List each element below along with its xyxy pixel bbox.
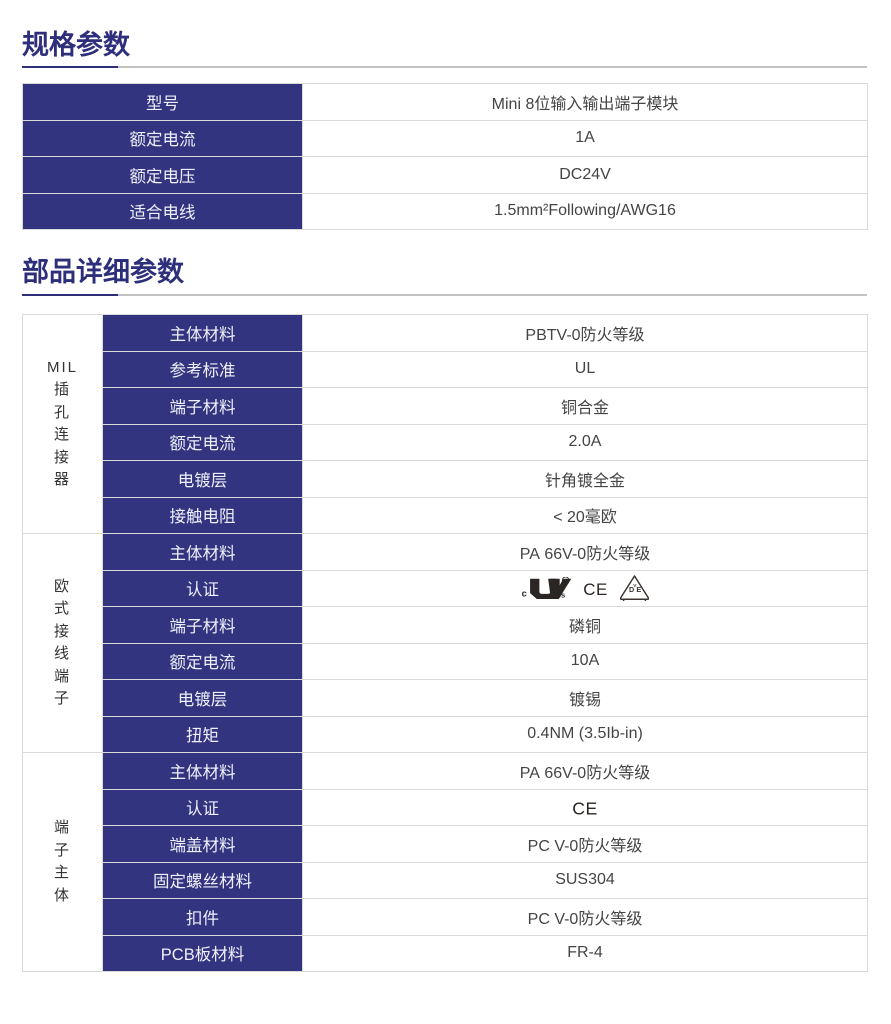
svg-text:E: E — [636, 585, 641, 594]
svg-text:us: us — [556, 591, 565, 600]
svg-text:C: C — [583, 580, 595, 599]
svg-text:c: c — [522, 589, 527, 599]
svg-text:C: C — [572, 798, 585, 818]
svg-text:E: E — [585, 798, 597, 818]
svg-text:E: E — [596, 580, 607, 599]
